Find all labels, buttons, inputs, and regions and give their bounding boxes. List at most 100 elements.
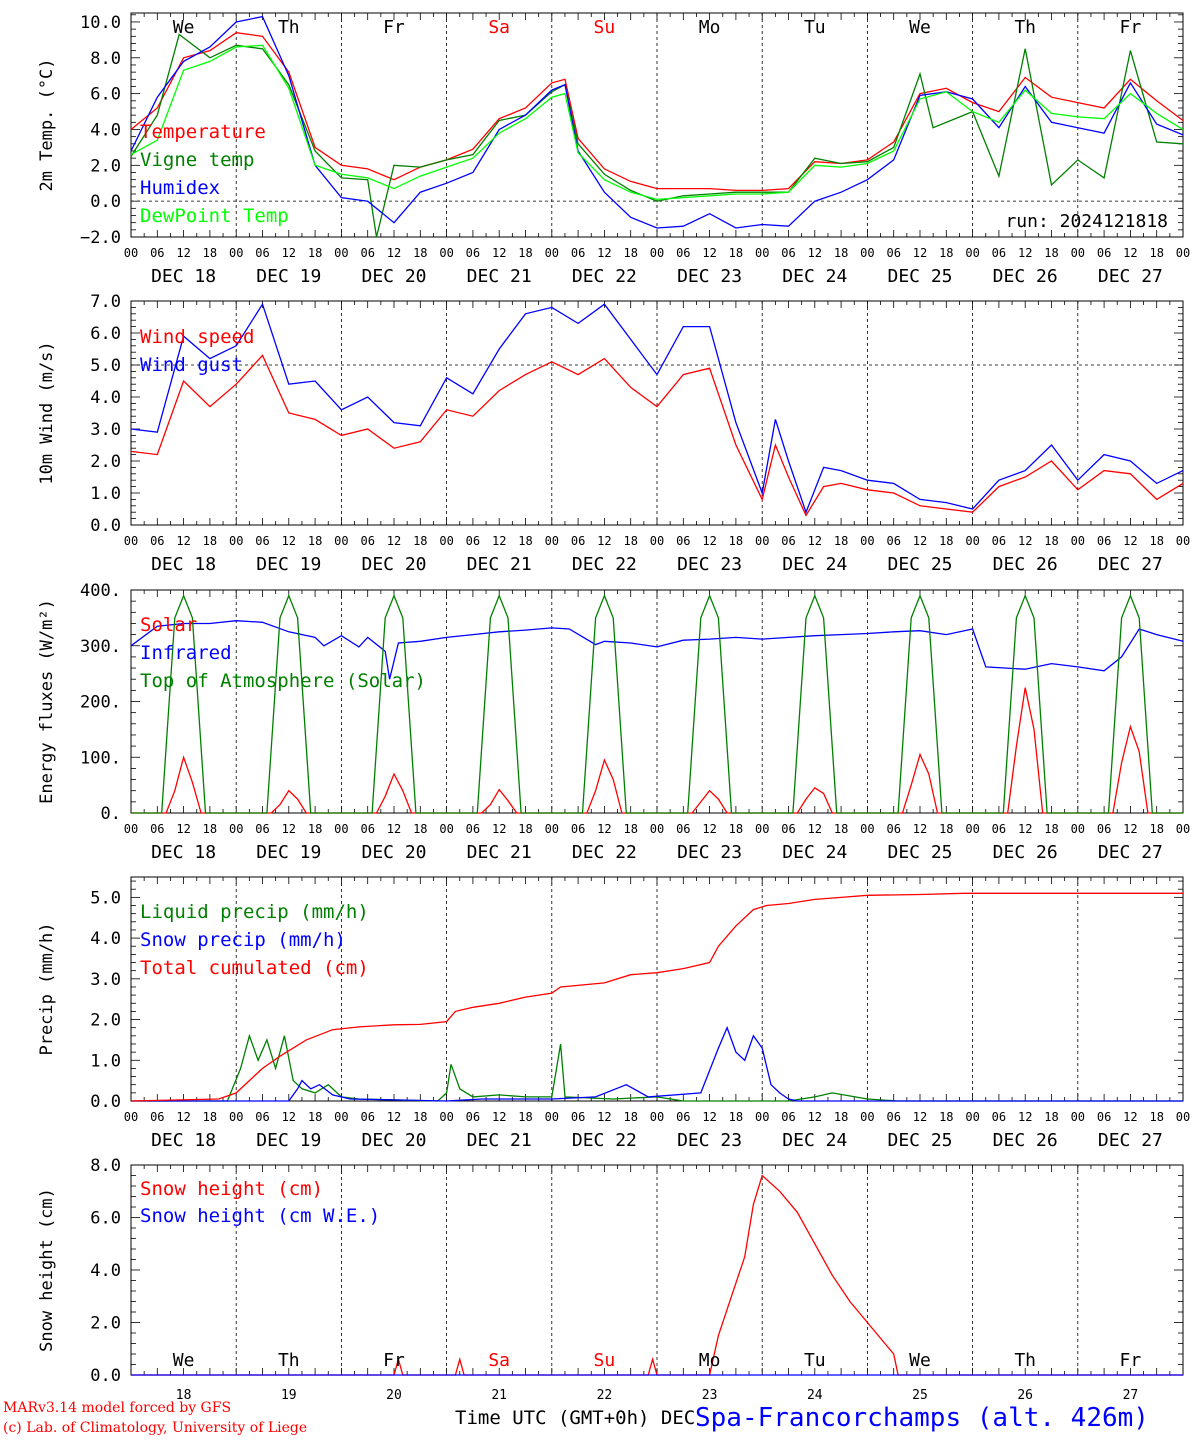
date-label: DEC 19 xyxy=(256,266,321,287)
hour-tick-label: 18 xyxy=(1044,822,1058,836)
hour-tick-label: 06 xyxy=(360,534,374,548)
y-tick-label: 1.0 xyxy=(90,484,121,504)
hour-tick-label: 00 xyxy=(965,246,979,260)
hour-tick-label: 00 xyxy=(860,534,874,548)
hour-tick-label: 06 xyxy=(676,822,690,836)
y-tick-label: −2.0 xyxy=(80,228,121,248)
hour-tick-label: 00 xyxy=(755,1110,769,1124)
hour-tick-label: 00 xyxy=(124,246,138,260)
hour-tick-label: 06 xyxy=(360,822,374,836)
date-label: DEC 26 xyxy=(993,1130,1058,1151)
hour-tick-label: 18 xyxy=(1149,246,1163,260)
hour-tick-label: 00 xyxy=(545,534,559,548)
hour-tick-label: 06 xyxy=(466,1110,480,1124)
date-label: DEC 23 xyxy=(677,554,742,575)
hour-tick-label: 18 xyxy=(1044,534,1058,548)
date-label: DEC 26 xyxy=(993,266,1058,287)
lab-credit: (c) Lab. of Climatology, University of L… xyxy=(3,1420,308,1436)
hour-tick-label: 00 xyxy=(334,822,348,836)
hour-tick-label: 12 xyxy=(597,246,611,260)
hour-tick-label: 12 xyxy=(702,246,716,260)
date-label: DEC 25 xyxy=(887,554,952,575)
series-line xyxy=(130,620,1184,680)
hour-tick-label: 18 xyxy=(1149,822,1163,836)
series-line xyxy=(131,1025,1183,1102)
day-number-label: 24 xyxy=(807,1388,823,1403)
hour-tick-label: 12 xyxy=(387,822,401,836)
date-label: DEC 26 xyxy=(993,842,1058,863)
hour-tick-label: 12 xyxy=(1018,822,1032,836)
hour-tick-label: 00 xyxy=(1176,822,1190,836)
weekday-label: Th xyxy=(278,1350,300,1371)
y-tick-label: 1.0 xyxy=(90,1051,121,1071)
date-label: DEC 20 xyxy=(361,842,426,863)
hour-tick-label: 00 xyxy=(1176,534,1190,548)
weekday-label: Fr xyxy=(383,17,405,38)
legend-entry: Wind speed xyxy=(140,326,254,348)
hour-tick-label: 18 xyxy=(413,534,427,548)
y-tick-label: 2.0 xyxy=(90,452,121,472)
hour-tick-label: 12 xyxy=(282,246,296,260)
hour-tick-label: 18 xyxy=(939,1110,953,1124)
hour-tick-label: 06 xyxy=(255,246,269,260)
hour-tick-label: 18 xyxy=(308,534,322,548)
hour-tick-label: 12 xyxy=(1123,1110,1137,1124)
hour-tick-label: 00 xyxy=(755,534,769,548)
hour-tick-label: 18 xyxy=(939,534,953,548)
date-label: DEC 27 xyxy=(1098,1130,1163,1151)
hour-tick-label: 12 xyxy=(176,1110,190,1124)
day-number-label: 25 xyxy=(912,1388,928,1403)
date-label: DEC 23 xyxy=(677,842,742,863)
weekday-label: We xyxy=(173,1350,195,1371)
series-line xyxy=(130,44,1184,201)
y-tick-label: 2.0 xyxy=(90,1314,121,1334)
weekday-label: We xyxy=(909,1350,931,1371)
hour-tick-label: 12 xyxy=(282,534,296,548)
hour-tick-label: 06 xyxy=(886,822,900,836)
y-tick-label: 8.0 xyxy=(90,49,121,69)
hour-tick-label: 18 xyxy=(308,1110,322,1124)
hour-tick-label: 18 xyxy=(203,246,217,260)
day-number-label: 23 xyxy=(702,1388,718,1403)
plot-frame xyxy=(130,589,1184,814)
legend-entry: Snow height (cm W.E.) xyxy=(140,1205,380,1227)
y-tick-label: 6.0 xyxy=(90,324,121,344)
date-label: DEC 21 xyxy=(467,266,532,287)
y-tick-label: 6.0 xyxy=(90,1209,121,1229)
hour-tick-label: 00 xyxy=(124,1110,138,1124)
weekday-label: Su xyxy=(594,17,616,38)
y-tick-label: 0. xyxy=(101,804,121,824)
weekday-label: Tu xyxy=(804,17,826,38)
legend-entry: Temperature xyxy=(140,121,266,143)
hour-tick-label: 12 xyxy=(1018,534,1032,548)
hour-tick-label: 18 xyxy=(203,1110,217,1124)
hour-tick-label: 00 xyxy=(1071,1110,1085,1124)
y-tick-label: 5.0 xyxy=(90,888,121,908)
hour-tick-label: 12 xyxy=(597,822,611,836)
panel-2: 0.0 1.0 2.0 3.0 4.0 5.0 6.0 7.0 10m Wind (m/s) 00… xyxy=(37,292,1190,575)
hour-tick-label: 18 xyxy=(413,822,427,836)
hour-tick-label: 12 xyxy=(808,246,822,260)
hour-tick-label: 18 xyxy=(834,822,848,836)
y-tick-label: 7.0 xyxy=(90,292,121,312)
day-number-label: 22 xyxy=(597,1388,613,1403)
station-name: Spa-Francorchamps (alt. 426m) xyxy=(695,1403,1149,1433)
hour-tick-label: 12 xyxy=(387,246,401,260)
model-credit: MARv3.14 model forced by GFS xyxy=(3,1400,232,1416)
hour-tick-label: 06 xyxy=(992,822,1006,836)
series-line xyxy=(130,302,1184,515)
x-axis-title: Time UTC (GMT+0h) DEC xyxy=(455,1407,696,1429)
legend-entry: Snow precip (mm/h) xyxy=(140,929,346,951)
hour-tick-label: 18 xyxy=(834,534,848,548)
plot-frame xyxy=(130,12,1184,238)
hour-tick-label: 12 xyxy=(1018,1110,1032,1124)
y-tick-label: 100. xyxy=(80,748,121,768)
hour-tick-label: 12 xyxy=(176,822,190,836)
hour-tick-label: 00 xyxy=(755,246,769,260)
series-line xyxy=(131,1033,1183,1102)
hour-tick-label: 06 xyxy=(781,534,795,548)
hour-tick-label: 06 xyxy=(676,246,690,260)
legend-entry: Vigne temp xyxy=(140,149,254,171)
hour-tick-label: 06 xyxy=(1097,1110,1111,1124)
